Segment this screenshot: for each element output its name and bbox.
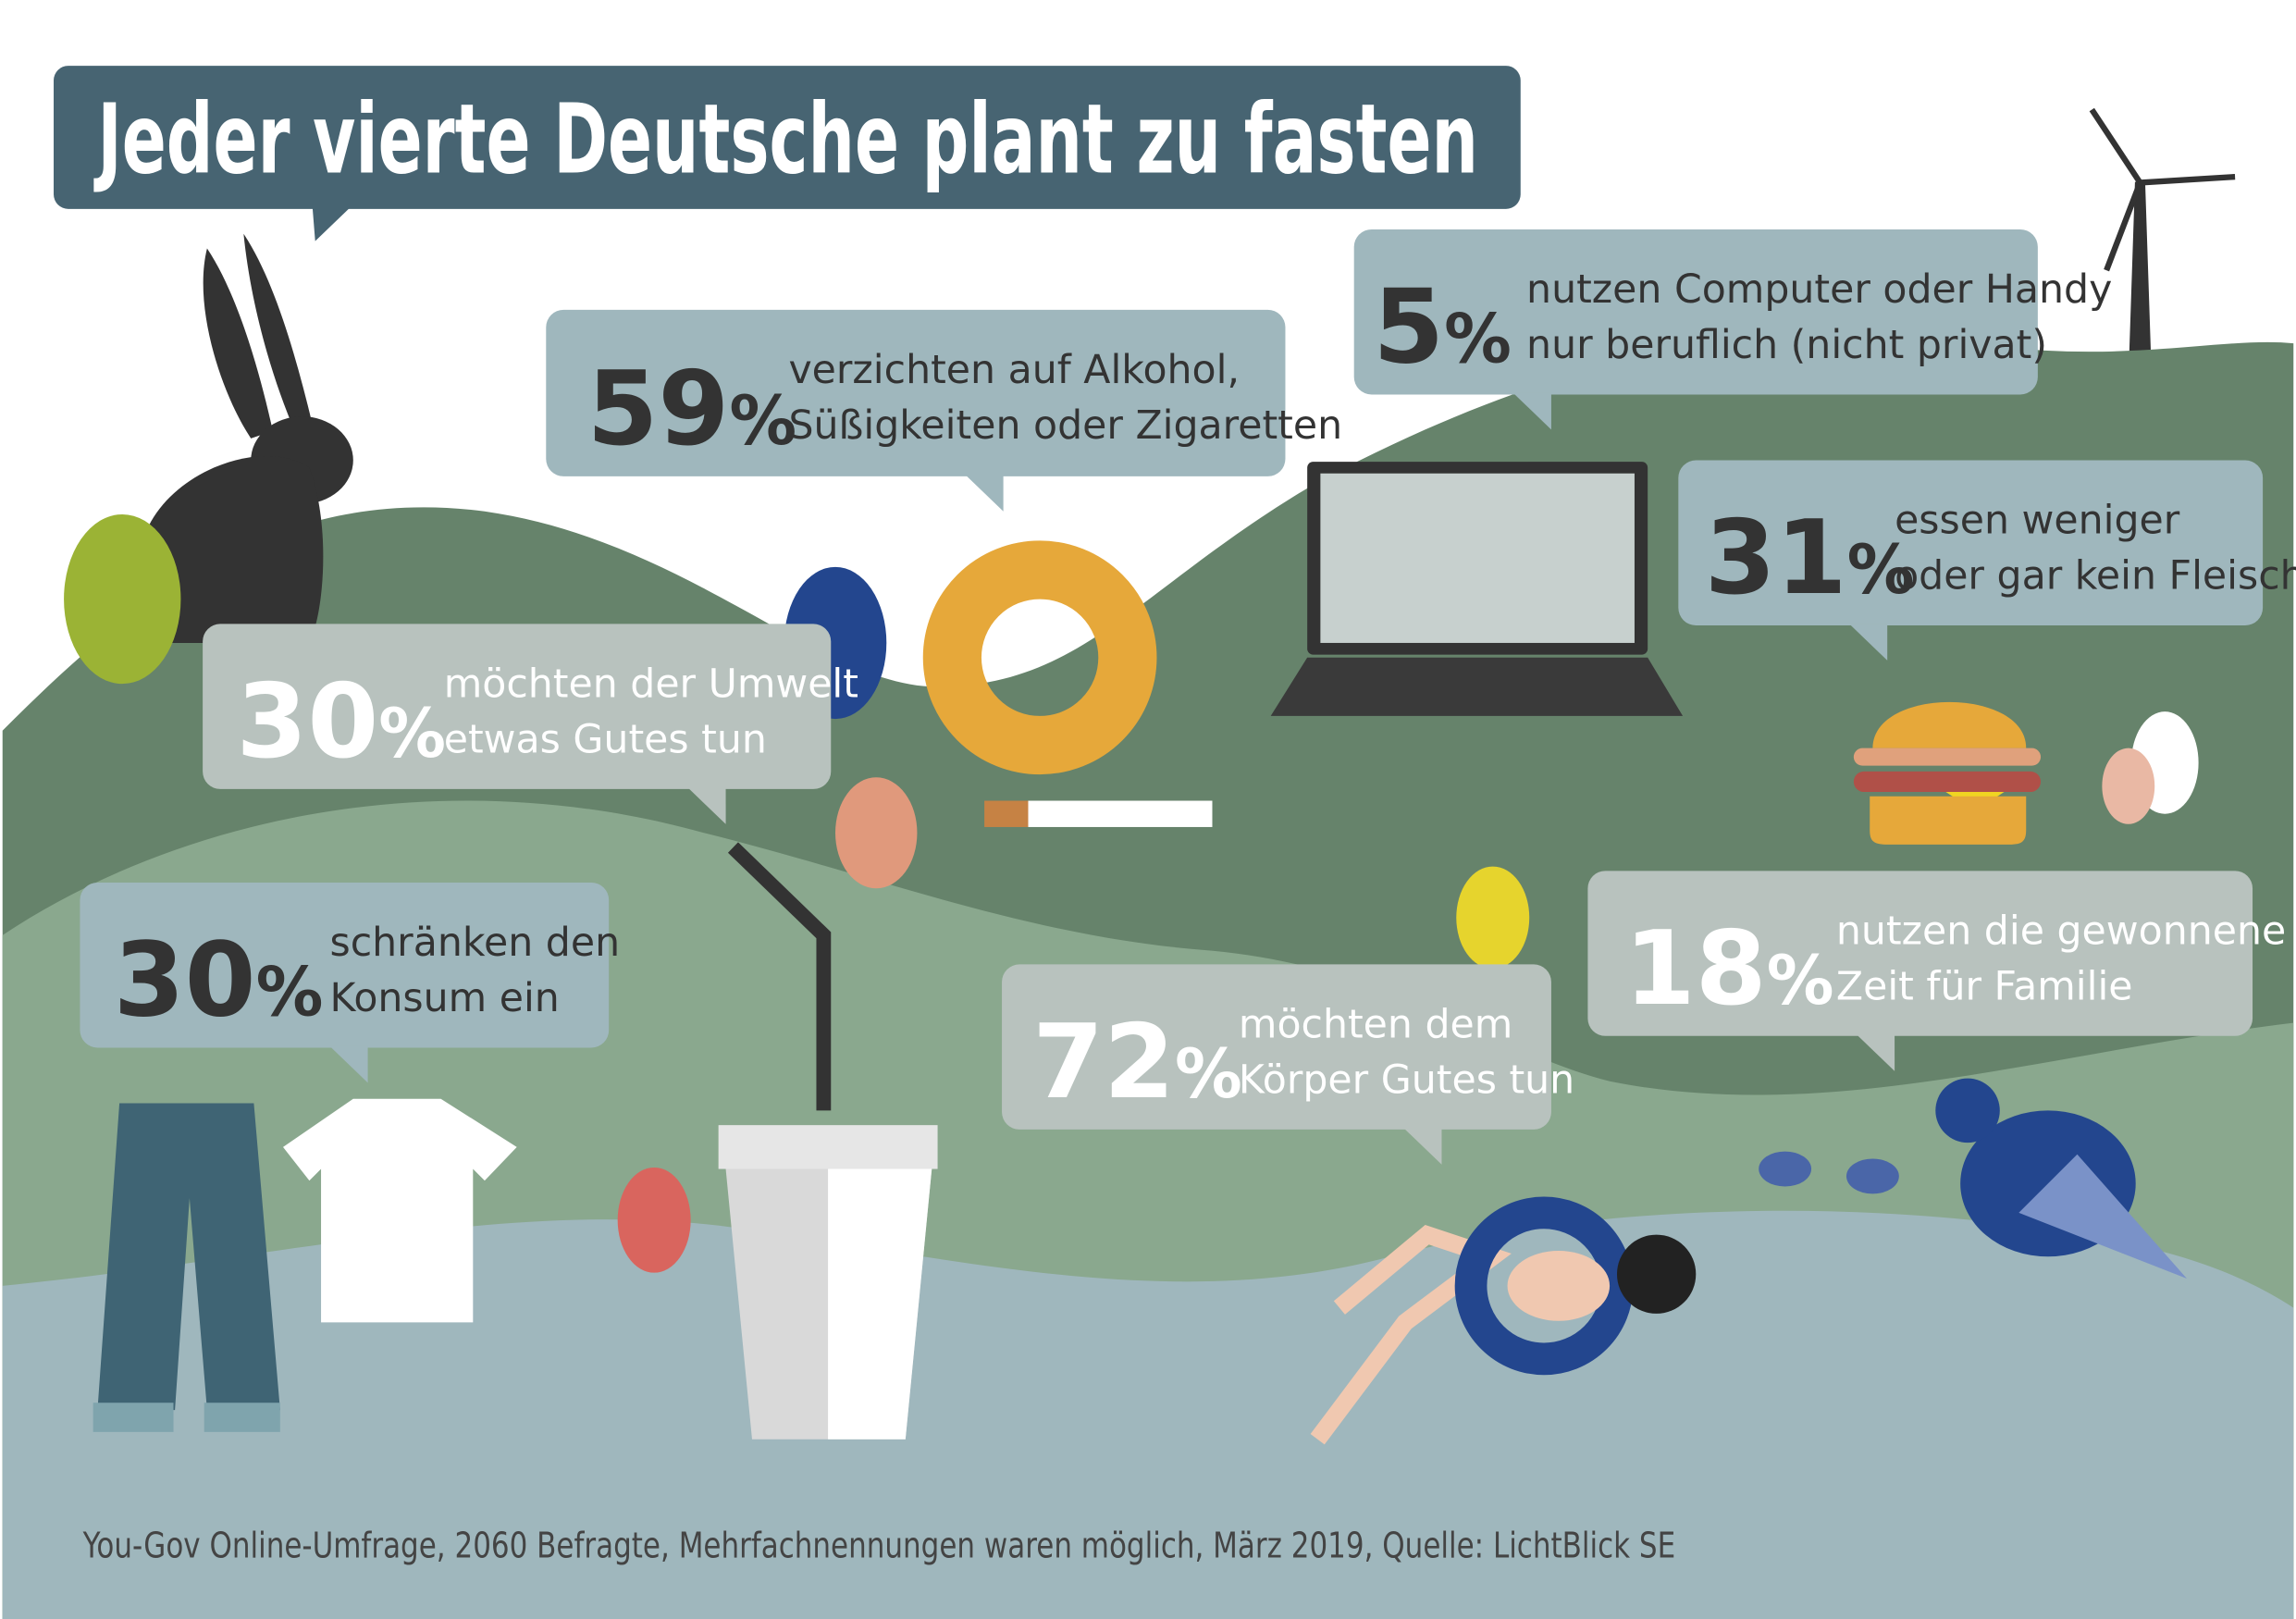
stat-unit: % bbox=[1175, 1036, 1242, 1114]
cigarette bbox=[984, 800, 1029, 827]
laptop bbox=[1270, 462, 1684, 716]
stat-label: schränken den bbox=[330, 920, 621, 966]
lake bbox=[2, 1210, 2294, 1619]
stat-unit: % bbox=[378, 696, 446, 773]
stat-label: nutzen Computer oder Handy bbox=[1526, 266, 2112, 313]
stat-unit: % bbox=[1847, 532, 1915, 610]
callout-tail bbox=[1849, 624, 1888, 661]
stat-unit: % bbox=[1767, 943, 1834, 1020]
callout-tail bbox=[329, 1045, 368, 1083]
callout-box bbox=[1002, 964, 1551, 1130]
stat-number: 5 bbox=[1373, 268, 1444, 388]
stat-value: 72% bbox=[1032, 1003, 1242, 1122]
cup bbox=[718, 842, 938, 1440]
donut bbox=[922, 540, 1157, 775]
callout-box bbox=[203, 624, 832, 789]
stat-number: 30 bbox=[236, 662, 378, 782]
stat-label: Süßigkeiten oder Zigaretten bbox=[788, 402, 1342, 449]
stat-number: 31 bbox=[1705, 499, 1847, 618]
stat-label: oder gar kein Fleisch bbox=[1895, 553, 2296, 599]
callout-box bbox=[1587, 871, 2253, 1036]
title-box bbox=[54, 66, 1521, 209]
stat-value: 18% bbox=[1624, 909, 1834, 1029]
egg bbox=[2102, 748, 2155, 824]
callouts: 59%verzichten auf Alkohol,Süßigkeiten od… bbox=[80, 229, 2296, 1165]
stat-unit: % bbox=[729, 383, 796, 461]
stat-value: 30% bbox=[236, 662, 446, 782]
stat-label: verzichten auf Alkohol, bbox=[788, 347, 1240, 393]
swimmer bbox=[1310, 1196, 1697, 1445]
stat-value: 31% bbox=[1705, 499, 1915, 618]
stat-unit: % bbox=[1444, 302, 1512, 379]
stat-value: 30% bbox=[114, 921, 324, 1041]
stat-unit: % bbox=[256, 955, 324, 1032]
burger bbox=[1853, 701, 2042, 845]
egg bbox=[64, 513, 181, 685]
callout-box bbox=[80, 882, 610, 1048]
stat-number: 30 bbox=[114, 921, 256, 1041]
stat-label: etwas Gutes tun bbox=[444, 716, 767, 762]
callout: 5% nutzen Computer oder Handy nur beruflic… bbox=[1353, 229, 2112, 430]
source: You-Gov Online-Umfrage, 2060 Befragte, M… bbox=[82, 1526, 1675, 1566]
stat-label: Zeit für Familie bbox=[1836, 963, 2133, 1009]
stat-label: nur beruflich (nicht privat) bbox=[1526, 322, 2047, 368]
callout: 18%nutzen die gewonnene Zeit für Familie bbox=[1587, 871, 2286, 1071]
stat-label: Konsum ein bbox=[330, 975, 560, 1021]
callout: 59%verzichten auf Alkohol, Süßigkeiten od… bbox=[546, 309, 1342, 512]
callout-box bbox=[1353, 229, 2038, 395]
cigarette bbox=[1028, 800, 1213, 827]
callout: 30%schränken den Konsum ein bbox=[80, 882, 621, 1083]
callout: 30%möchten der Umwelt etwas Gutes tun bbox=[203, 624, 858, 824]
stat-value: 5% bbox=[1373, 268, 1512, 388]
stat-number: 18 bbox=[1624, 909, 1767, 1029]
stat-number: 72 bbox=[1032, 1003, 1175, 1122]
stat-label: nutzen die gewonnene bbox=[1836, 908, 2286, 954]
callout: 31%essen weniger oder gar kein Fleisch bbox=[1678, 460, 2296, 661]
egg bbox=[835, 777, 918, 889]
shirt bbox=[282, 1098, 517, 1323]
rabbit bbox=[133, 233, 353, 643]
egg bbox=[1456, 866, 1530, 970]
egg bbox=[617, 1167, 691, 1273]
jeans bbox=[93, 1103, 280, 1432]
stat-label: Körper Gutes tun bbox=[1239, 1057, 1574, 1103]
callout-box bbox=[546, 309, 1286, 476]
callout-box bbox=[1678, 460, 2264, 625]
stat-value: 59% bbox=[587, 350, 797, 469]
birds bbox=[1759, 1078, 2187, 1279]
stat-label: möchten dem bbox=[1239, 1001, 1512, 1047]
title-tail bbox=[312, 204, 353, 241]
stat-label: möchten der Umwelt bbox=[444, 661, 858, 707]
stat-number: 59 bbox=[587, 350, 730, 469]
title: Jeder vierte Deutsche plant zu fasten bbox=[93, 82, 1478, 195]
stat-label: essen weniger bbox=[1895, 497, 2180, 543]
callout: 72%möchten dem Körper Gutes tun bbox=[1002, 964, 1574, 1165]
callout-tail bbox=[1512, 392, 1551, 430]
